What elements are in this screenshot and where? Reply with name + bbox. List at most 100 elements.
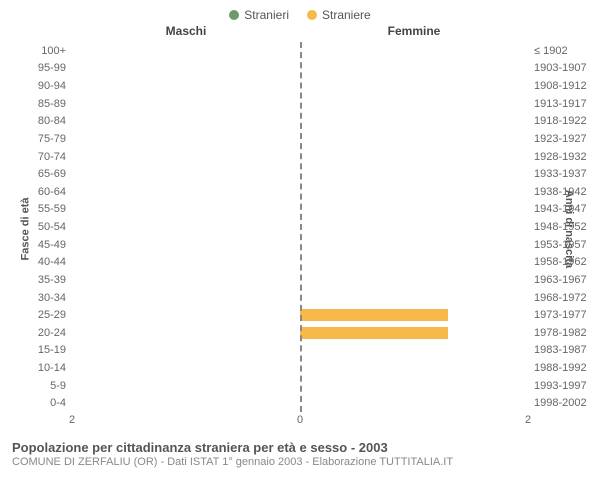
bar-row-male xyxy=(72,271,300,289)
birth-label: 1938-1942 xyxy=(530,183,588,201)
bar-row-female xyxy=(300,95,528,113)
bar-row-male xyxy=(72,254,300,272)
age-label: 75-79 xyxy=(12,130,70,148)
bar-row-male xyxy=(72,324,300,342)
age-label: 80-84 xyxy=(12,113,70,131)
legend-item-female: Straniere xyxy=(307,8,371,22)
population-pyramid-chart: Maschi Femmine Fasce di età Anni di nasc… xyxy=(12,24,588,434)
center-divider xyxy=(300,42,302,412)
age-label: 70-74 xyxy=(12,148,70,166)
birth-label: 1973-1977 xyxy=(530,306,588,324)
birth-label: 1933-1937 xyxy=(530,165,588,183)
birth-label: 1998-2002 xyxy=(530,395,588,413)
age-label: 50-54 xyxy=(12,218,70,236)
female-side xyxy=(300,42,528,412)
bar-row-male xyxy=(72,183,300,201)
chart-subtitle: COMUNE DI ZERFALIU (OR) - Dati ISTAT 1° … xyxy=(12,456,588,468)
age-label: 20-24 xyxy=(12,324,70,342)
age-label: 40-44 xyxy=(12,254,70,272)
bar-row-male xyxy=(72,60,300,78)
age-label: 100+ xyxy=(12,42,70,60)
bar-row-male xyxy=(72,306,300,324)
bar-row-female xyxy=(300,254,528,272)
age-label: 30-34 xyxy=(12,289,70,307)
birth-label: 1978-1982 xyxy=(530,324,588,342)
bar-female xyxy=(300,327,448,339)
birth-label: 1943-1947 xyxy=(530,201,588,219)
age-label: 10-14 xyxy=(12,359,70,377)
bar-row-male xyxy=(72,77,300,95)
header-male: Maschi xyxy=(72,24,300,42)
birth-label: 1988-1992 xyxy=(530,359,588,377)
bar-row-male xyxy=(72,130,300,148)
chart-title: Popolazione per cittadinanza straniera p… xyxy=(12,440,588,455)
bar-row-female xyxy=(300,183,528,201)
x-axis: 2 0 2 xyxy=(72,414,528,430)
bar-row-female xyxy=(300,324,528,342)
age-label: 90-94 xyxy=(12,77,70,95)
bar-row-male xyxy=(72,359,300,377)
birth-label: 1908-1912 xyxy=(530,77,588,95)
birth-label: 1968-1972 xyxy=(530,289,588,307)
bar-row-male xyxy=(72,342,300,360)
bar-row-male xyxy=(72,395,300,413)
bar-row-male xyxy=(72,165,300,183)
age-label: 85-89 xyxy=(12,95,70,113)
bar-row-female xyxy=(300,218,528,236)
age-label: 60-64 xyxy=(12,183,70,201)
bar-row-male xyxy=(72,113,300,131)
bar-row-female xyxy=(300,306,528,324)
bar-row-female xyxy=(300,359,528,377)
birth-label: 1913-1917 xyxy=(530,95,588,113)
age-label: 25-29 xyxy=(12,306,70,324)
age-label: 65-69 xyxy=(12,165,70,183)
birth-label: 1918-1922 xyxy=(530,113,588,131)
bar-row-male xyxy=(72,236,300,254)
bar-female xyxy=(300,309,448,321)
bar-row-male xyxy=(72,377,300,395)
age-label: 55-59 xyxy=(12,201,70,219)
male-side xyxy=(72,42,300,412)
age-label: 15-19 xyxy=(12,342,70,360)
y-axis-right-labels: ≤ 19021903-19071908-19121913-19171918-19… xyxy=(530,42,588,412)
bar-row-female xyxy=(300,289,528,307)
x-tick: 2 xyxy=(69,414,75,426)
age-label: 95-99 xyxy=(12,60,70,78)
birth-label: 1928-1932 xyxy=(530,148,588,166)
birth-label: ≤ 1902 xyxy=(530,42,588,60)
legend-label-female: Straniere xyxy=(322,8,371,22)
bar-row-female xyxy=(300,395,528,413)
bar-row-female xyxy=(300,60,528,78)
birth-label: 1903-1907 xyxy=(530,60,588,78)
y-axis-left-labels: 100+95-9990-9485-8980-8475-7970-7465-696… xyxy=(12,42,70,412)
bar-row-female xyxy=(300,148,528,166)
bar-row-female xyxy=(300,113,528,131)
birth-label: 1963-1967 xyxy=(530,271,588,289)
legend-label-male: Stranieri xyxy=(244,8,289,22)
x-tick: 2 xyxy=(525,414,531,426)
age-label: 45-49 xyxy=(12,236,70,254)
birth-label: 1993-1997 xyxy=(530,377,588,395)
bar-row-male xyxy=(72,148,300,166)
bar-row-male xyxy=(72,95,300,113)
bar-row-male xyxy=(72,201,300,219)
bar-row-female xyxy=(300,130,528,148)
birth-label: 1948-1952 xyxy=(530,218,588,236)
age-label: 35-39 xyxy=(12,271,70,289)
bar-row-female xyxy=(300,77,528,95)
legend-dot-female xyxy=(307,10,317,20)
birth-label: 1923-1927 xyxy=(530,130,588,148)
legend: Stranieri Straniere xyxy=(12,8,588,22)
bar-row-female xyxy=(300,342,528,360)
age-label: 0-4 xyxy=(12,395,70,413)
bar-row-female xyxy=(300,236,528,254)
bar-row-male xyxy=(72,289,300,307)
bar-row-female xyxy=(300,201,528,219)
bar-row-male xyxy=(72,218,300,236)
bar-row-female xyxy=(300,42,528,60)
bar-row-female xyxy=(300,165,528,183)
bar-row-female xyxy=(300,377,528,395)
birth-label: 1958-1962 xyxy=(530,254,588,272)
column-headers: Maschi Femmine xyxy=(72,24,528,42)
bar-row-male xyxy=(72,42,300,60)
